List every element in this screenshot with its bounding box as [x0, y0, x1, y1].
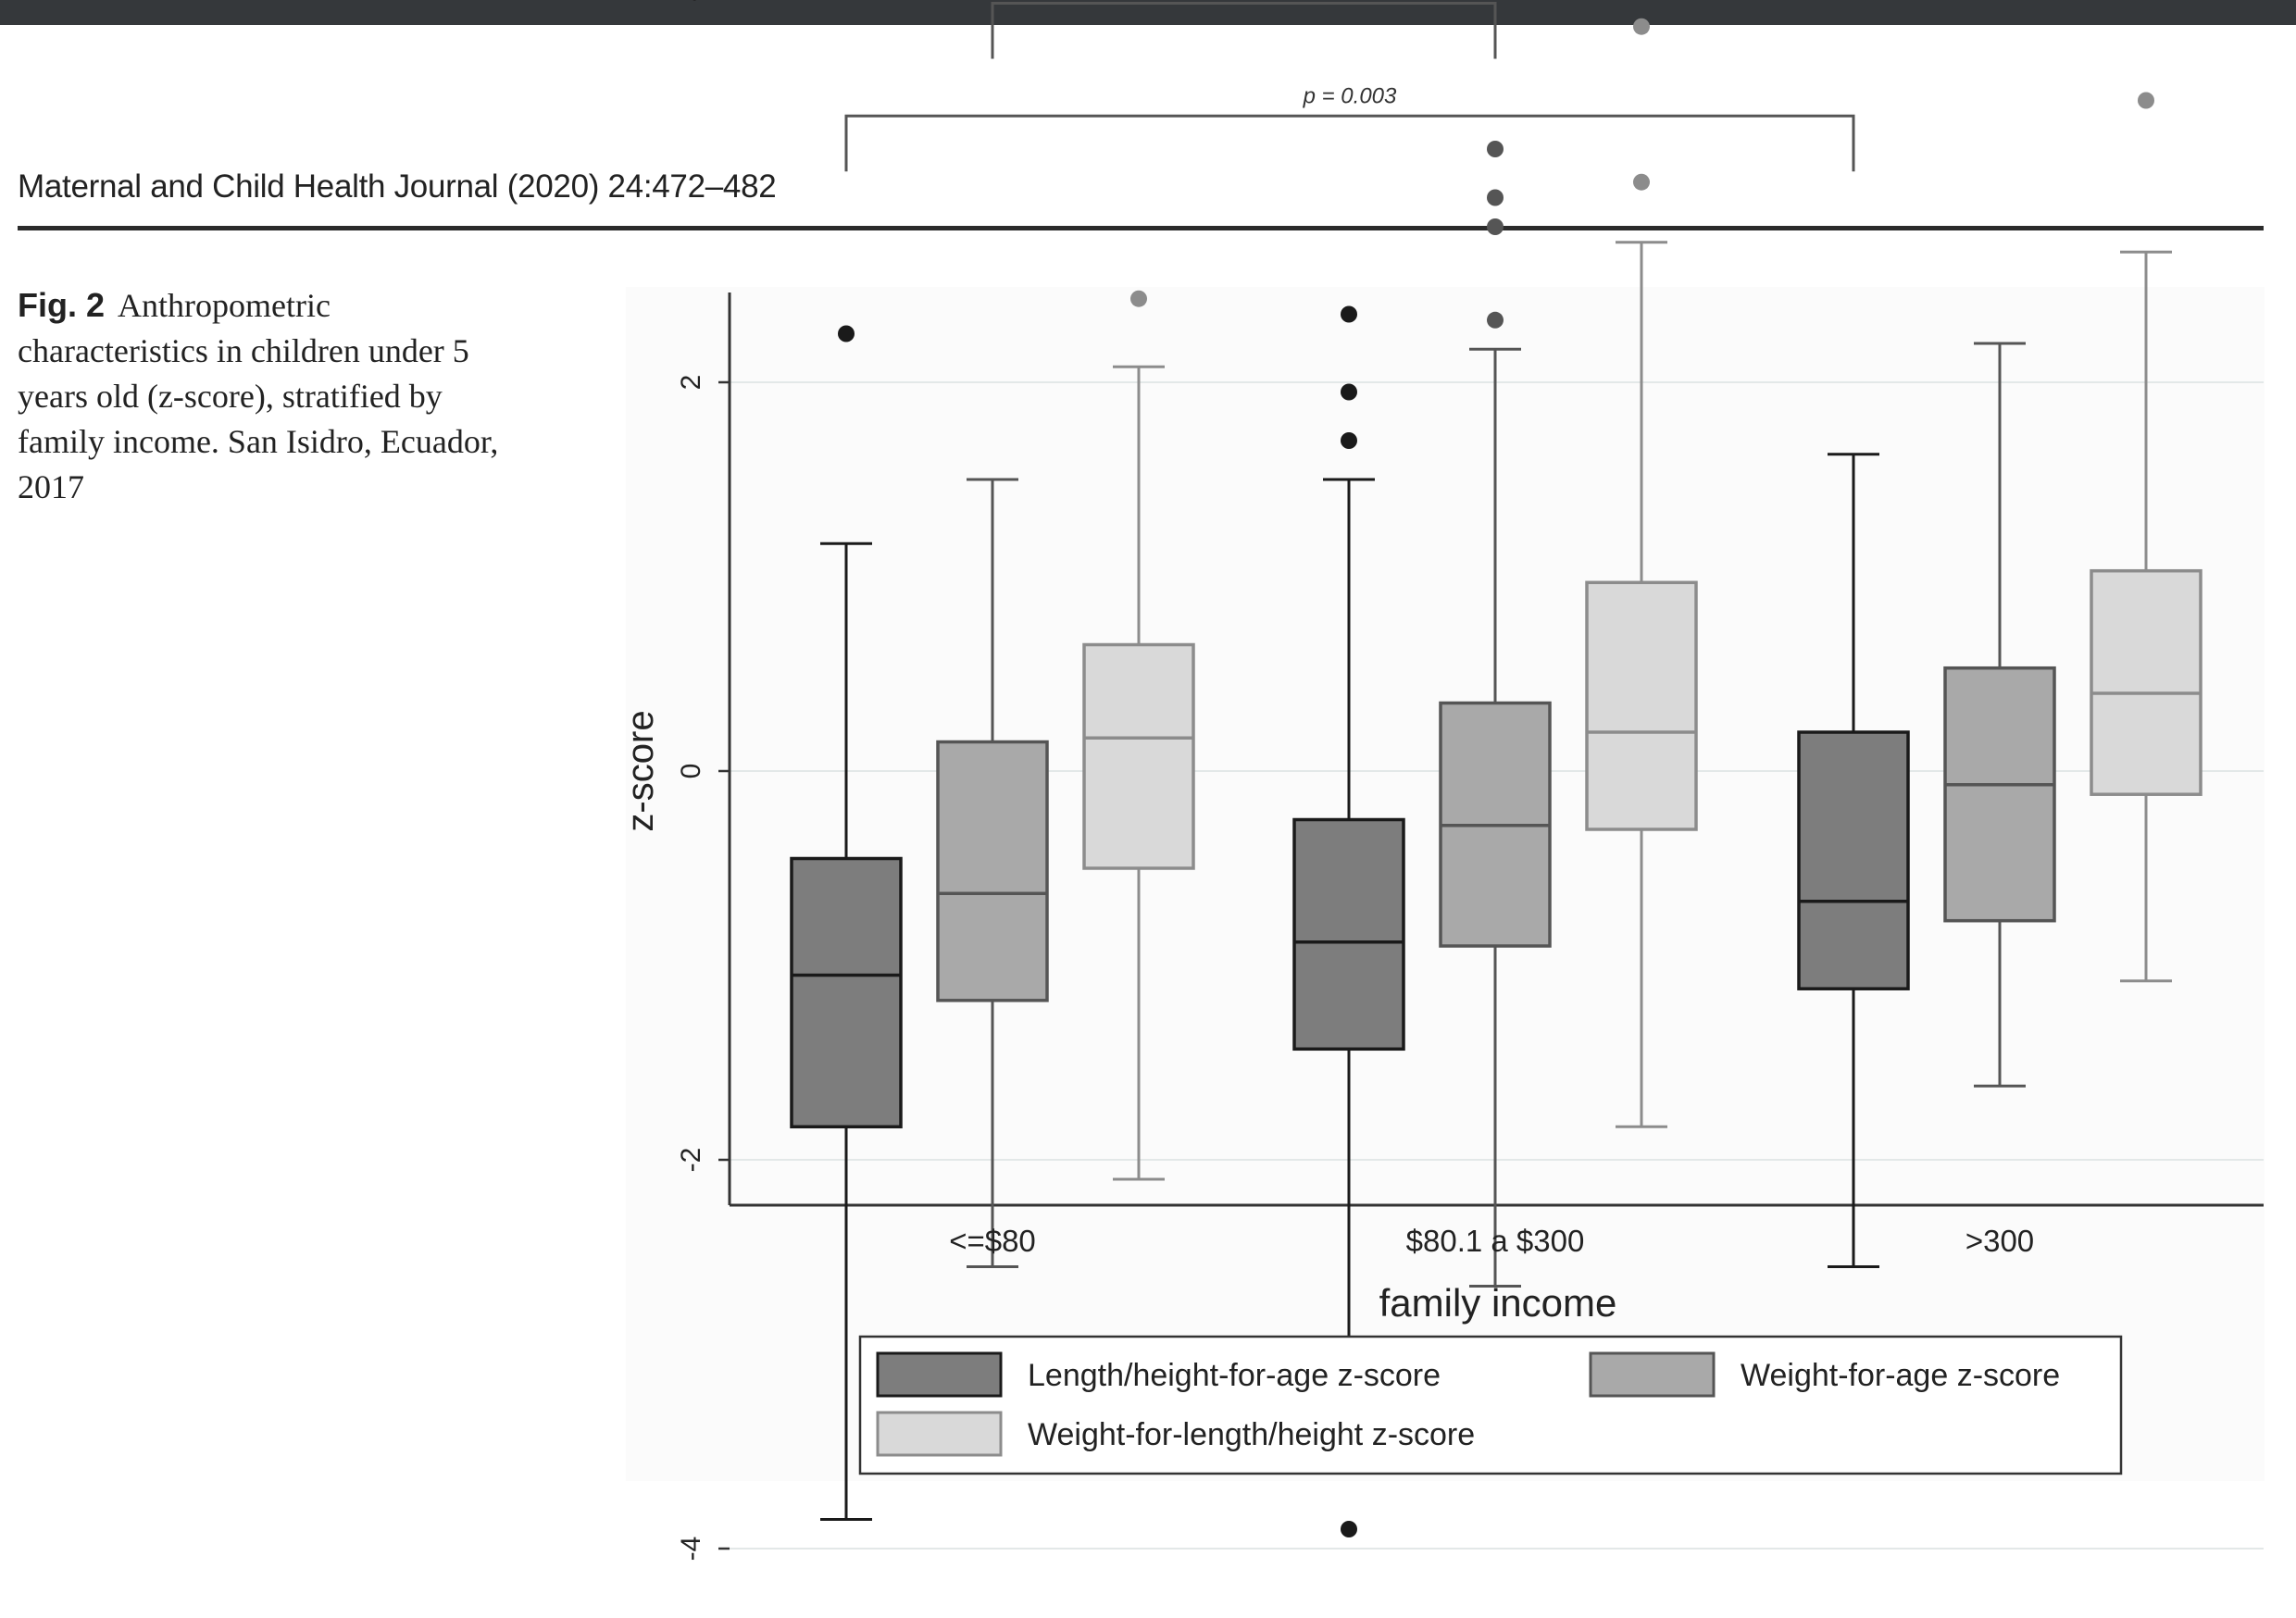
box	[790, 856, 903, 1129]
y-axis-title: z-score	[620, 710, 661, 831]
y-tick-label: -2	[676, 1148, 706, 1173]
outlier-point	[1487, 189, 1504, 206]
figure-caption: Fig. 2 Anthropometric characteristics in …	[18, 282, 499, 510]
outlier-point	[1633, 173, 1650, 191]
legend-label: Length/height-for-age z-score	[1028, 1358, 1441, 1393]
legend-label: Weight-for-age z-score	[1741, 1358, 2060, 1393]
box	[1797, 730, 1910, 990]
outlier-point	[1130, 290, 1147, 307]
outlier-point	[1341, 1521, 1357, 1537]
box-series	[790, 18, 2202, 1537]
box	[1082, 642, 1195, 870]
outlier-point	[2138, 92, 2154, 109]
significance-bracket	[991, 2, 1497, 59]
outlier-point	[1487, 218, 1504, 235]
legend-swatch	[876, 1351, 1003, 1398]
x-axis-title: family income	[1379, 1281, 1617, 1325]
outlier-point	[838, 325, 855, 342]
journal-header: Maternal and Child Health Journal (2020)…	[18, 168, 777, 205]
figure-label: Fig. 2	[18, 286, 106, 324]
box	[1585, 580, 1698, 831]
outlier-point	[1341, 383, 1357, 401]
p-value-label: p = 0.003	[1303, 83, 1397, 108]
y-tick-label: -4	[676, 1537, 706, 1562]
header-rule	[18, 226, 2264, 230]
outlier-point	[1341, 305, 1357, 323]
box	[936, 740, 1049, 1002]
legend-swatch	[876, 1411, 1003, 1457]
legend-label: Weight-for-length/height z-score	[1028, 1417, 1475, 1452]
y-tick-label: 0	[676, 764, 706, 779]
y-tick-label: 2	[676, 375, 706, 391]
x-tick-label: <=$80	[949, 1224, 1036, 1258]
box	[1943, 666, 2056, 923]
axis-labels: -4 -2 0 2 4 <=$80 $80.1 a $300 >300 family incom…	[620, 0, 2034, 1561]
y-tick-label: 4	[676, 0, 706, 1]
x-tick-label: $80.1 a $300	[1406, 1224, 1585, 1258]
outlier-point	[1341, 432, 1357, 449]
legend-swatch	[1589, 1351, 1716, 1398]
x-tick-label: >300	[1965, 1224, 2034, 1258]
legend-frame	[858, 1335, 2123, 1475]
outlier-point	[1633, 18, 1650, 35]
outlier-point	[1487, 311, 1504, 329]
significance-bracket	[844, 114, 1855, 172]
box	[1292, 817, 1405, 1052]
figure-caption-text: Anthropometric characteristics in childr…	[18, 287, 499, 505]
legend: Length/height-for-age z-score Weight-for-…	[858, 1335, 2123, 1475]
box	[2090, 568, 2202, 796]
outlier-point	[1487, 141, 1504, 157]
significance-brackets: p = 0.034p = 0.002p = 0.003	[844, 2, 1855, 172]
